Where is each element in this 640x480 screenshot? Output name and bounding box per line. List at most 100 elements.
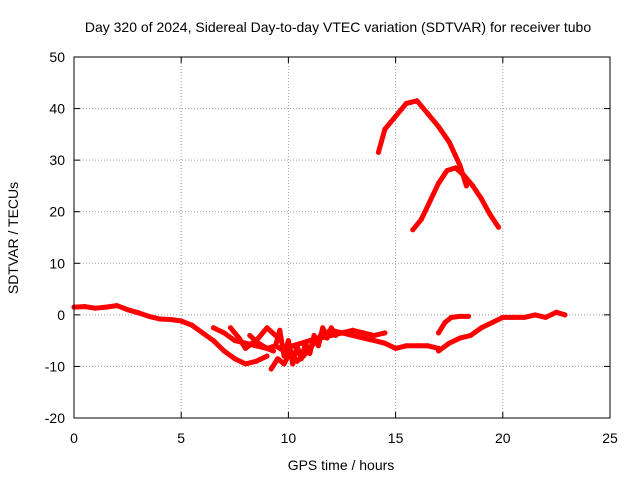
y-tick-label: 0: [57, 307, 65, 323]
data-point: [275, 356, 281, 362]
y-tick-label: 10: [49, 255, 65, 271]
data-point: [168, 317, 173, 322]
y-tick-label: 30: [49, 152, 65, 168]
data-point: [521, 314, 527, 320]
data-point: [320, 325, 326, 331]
data-point: [444, 168, 450, 173]
series-arc-7: [375, 98, 469, 189]
data-point: [360, 335, 366, 341]
data-point: [268, 366, 274, 372]
data-point: [311, 333, 317, 338]
data-point: [461, 173, 467, 179]
series-arc-9: [436, 313, 471, 336]
data-point: [103, 304, 109, 310]
data-series: [71, 98, 568, 372]
data-point: [403, 100, 409, 106]
data-point: [418, 216, 424, 222]
data-point: [270, 348, 276, 354]
data-point: [382, 330, 388, 336]
data-point: [466, 313, 471, 319]
data-point: [285, 338, 291, 344]
data-point: [457, 162, 463, 168]
data-point: [339, 330, 345, 336]
data-point: [307, 351, 313, 356]
data-point: [382, 126, 388, 132]
data-point: [146, 313, 152, 319]
data-point: [135, 310, 141, 316]
data-point: [210, 325, 216, 331]
data-point: [403, 343, 409, 349]
x-tick-label: 5: [177, 430, 185, 446]
x-axis-label: GPS time / hours: [288, 457, 395, 473]
data-point: [298, 340, 304, 346]
data-point: [478, 325, 484, 331]
data-point: [189, 322, 195, 328]
data-point: [436, 330, 441, 336]
x-tick-label: 20: [495, 430, 511, 446]
data-point: [414, 98, 420, 104]
grid: [74, 57, 610, 418]
data-point: [243, 345, 248, 351]
data-point: [457, 335, 463, 341]
data-point: [210, 338, 216, 344]
data-point: [371, 333, 377, 338]
axis-ticks: 0 5 10 15 20 25 -20 -10 0 10 20 30 40 50: [45, 49, 618, 446]
data-point: [228, 325, 233, 331]
y-tick-label: -10: [45, 358, 65, 374]
data-point: [281, 361, 287, 367]
data-point: [232, 338, 238, 344]
data-point: [553, 309, 559, 315]
data-point: [157, 316, 163, 322]
data-point: [360, 330, 366, 336]
data-point: [350, 333, 356, 338]
data-point: [200, 330, 206, 336]
data-point: [500, 314, 506, 320]
data-point: [324, 335, 330, 341]
data-point: [232, 356, 238, 362]
data-point: [562, 312, 568, 318]
data-point: [453, 165, 459, 171]
data-point: [425, 111, 431, 117]
data-point: [489, 320, 495, 326]
data-point: [436, 124, 441, 130]
series-arc-8: [410, 165, 501, 233]
data-point: [393, 113, 399, 119]
y-tick-label: -20: [45, 410, 65, 426]
x-tick-label: 25: [602, 430, 618, 446]
data-point: [243, 361, 248, 367]
data-point: [393, 345, 399, 351]
data-point: [264, 345, 270, 351]
data-point: [273, 343, 278, 349]
y-tick-label: 40: [49, 101, 65, 117]
data-point: [178, 318, 184, 324]
data-point: [448, 314, 454, 320]
data-point: [532, 312, 538, 318]
data-point: [478, 196, 484, 202]
data-point: [468, 333, 474, 338]
data-point: [446, 139, 452, 145]
data-point: [543, 314, 549, 320]
data-point: [236, 335, 242, 341]
data-point: [247, 333, 253, 338]
data-point: [315, 343, 321, 349]
data-point: [350, 327, 356, 333]
data-point: [446, 340, 452, 346]
data-point: [264, 325, 270, 331]
y-axis-label: SDTVAR / TECUs: [5, 182, 21, 294]
data-point: [511, 314, 516, 320]
data-point: [382, 340, 388, 346]
data-point: [427, 198, 433, 204]
data-point: [249, 340, 255, 346]
data-point: [277, 327, 283, 333]
x-tick-label: 10: [281, 430, 297, 446]
data-point: [371, 338, 377, 344]
x-tick-label: 15: [388, 430, 404, 446]
data-point: [463, 183, 469, 189]
data-point: [221, 348, 227, 354]
data-point: [255, 340, 261, 346]
data-point: [442, 320, 448, 326]
data-point: [125, 307, 131, 313]
data-point: [410, 227, 416, 233]
data-point: [375, 149, 381, 155]
data-point: [281, 353, 287, 359]
